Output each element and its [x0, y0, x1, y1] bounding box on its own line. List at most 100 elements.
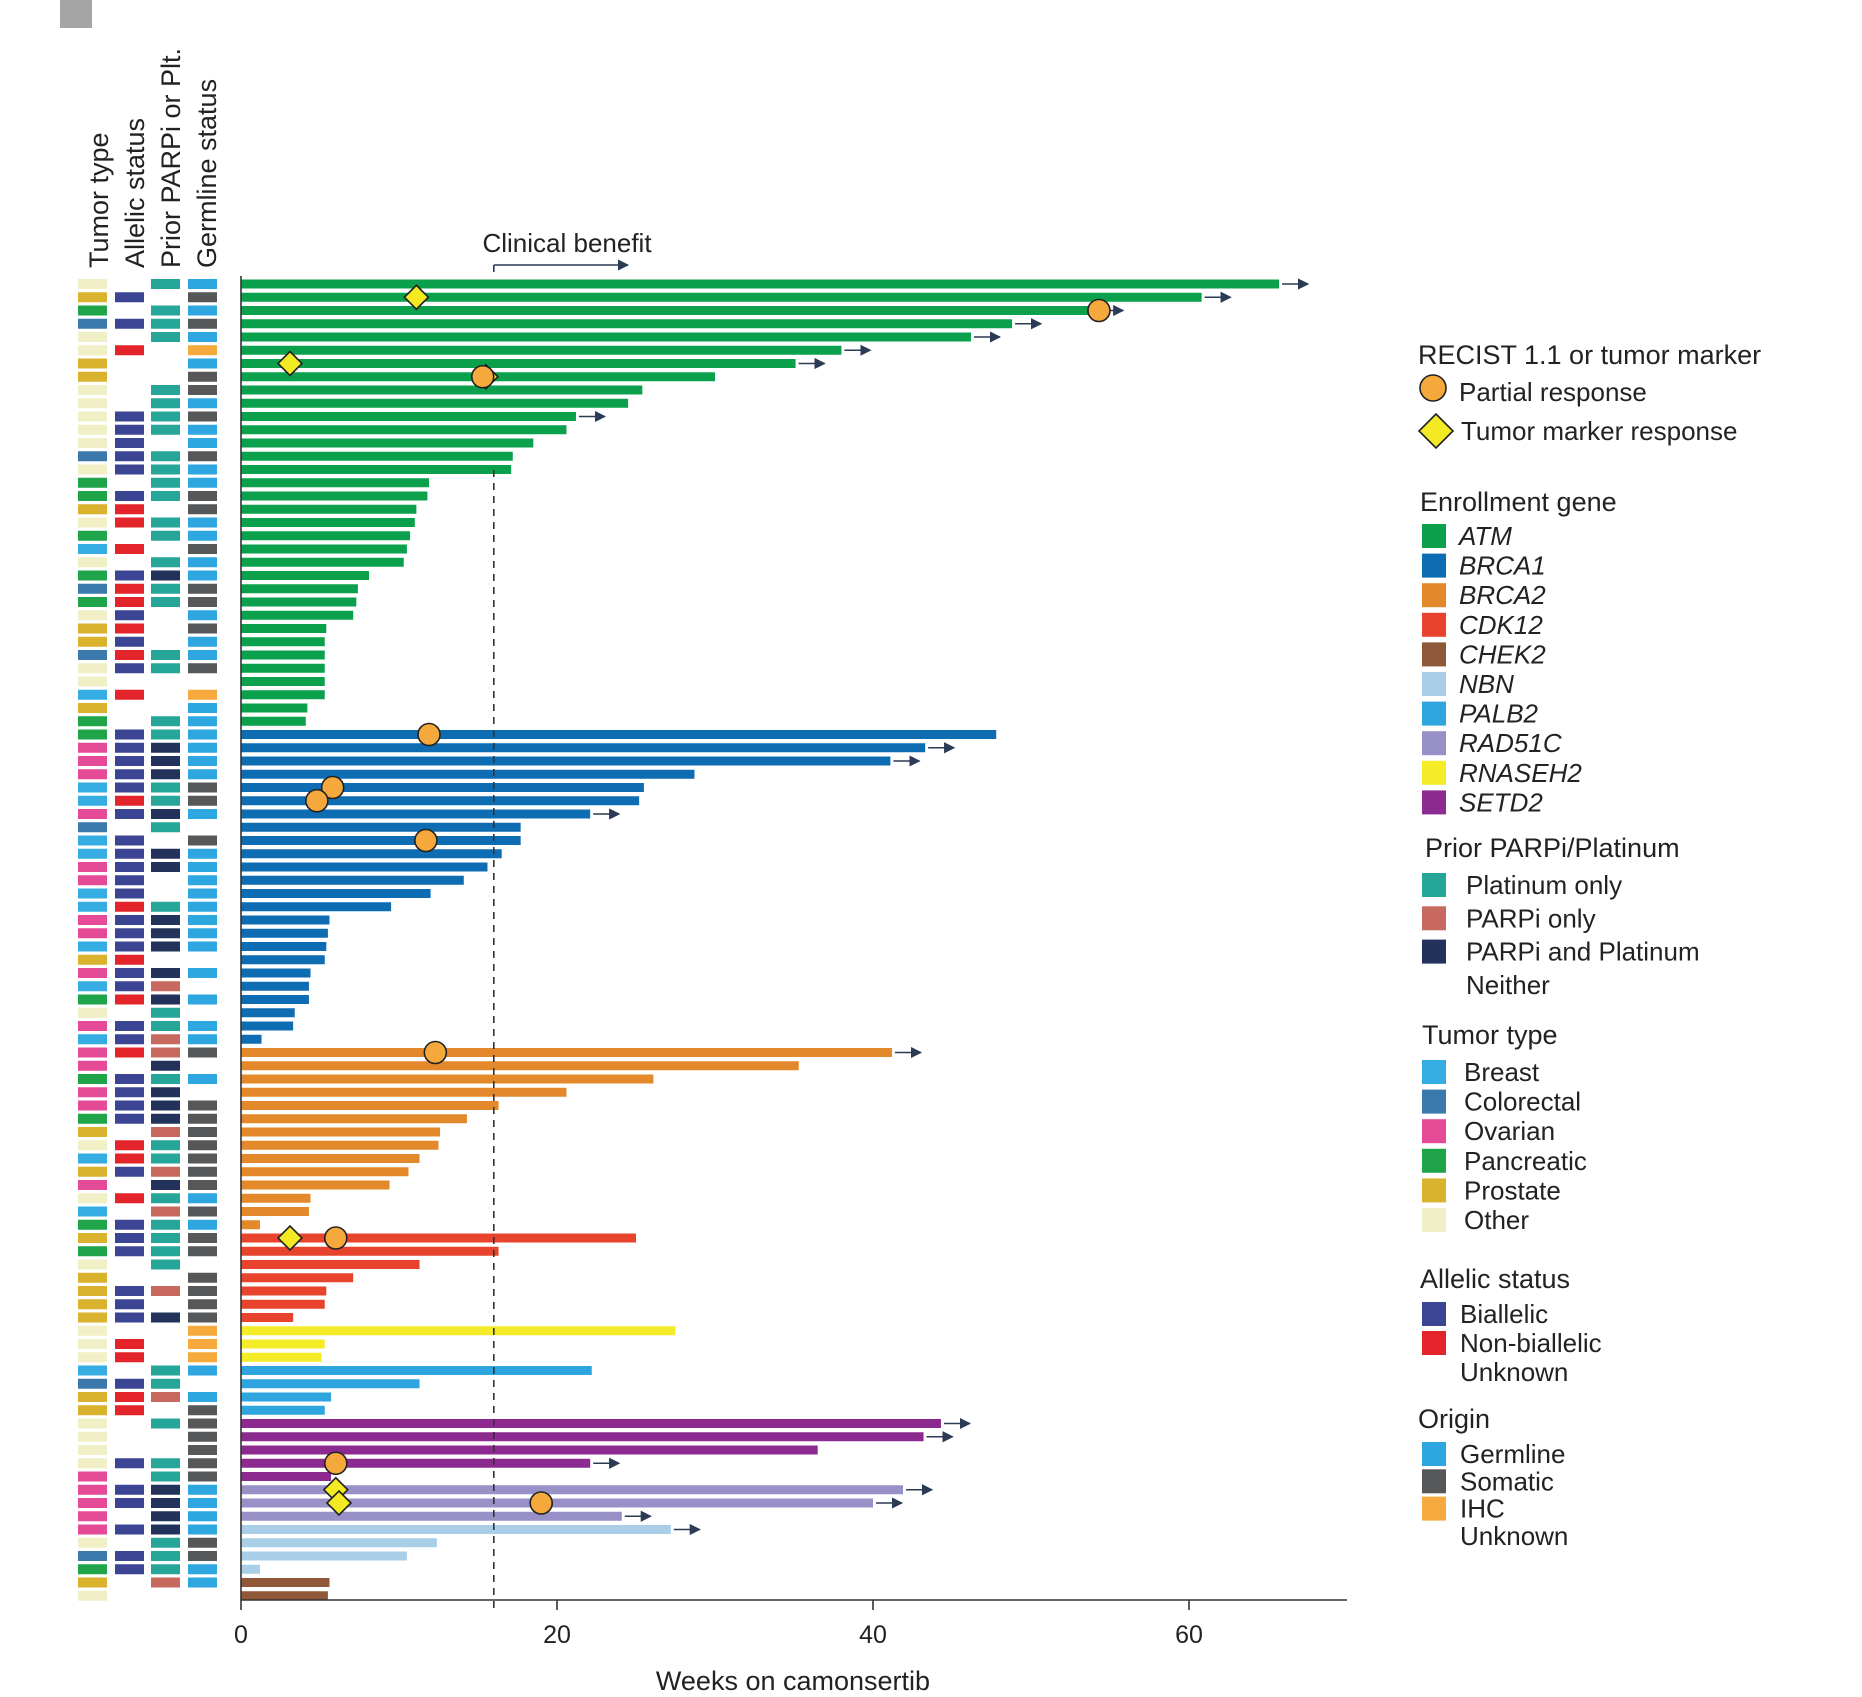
track-cell-origin [188, 769, 217, 780]
legend-swatch [1422, 731, 1446, 756]
track-cell-prior [151, 769, 180, 780]
bar-cdk12 [241, 1299, 325, 1309]
track-cell-prior [151, 1166, 180, 1177]
bar-setd2 [241, 1419, 941, 1428]
track-headers: Tumor type Allelic status Prior PARPi or… [84, 48, 222, 268]
track-cell-origin [188, 756, 217, 766]
track-cell-origin [188, 742, 217, 753]
track-cell-tumor [78, 424, 107, 435]
track-cell-tumor [78, 888, 107, 899]
bar-brca1 [241, 889, 431, 898]
track-cell-tumor [78, 1047, 107, 1058]
track-cell-origin [188, 424, 217, 435]
track-cell-origin [188, 663, 217, 674]
track-cell-origin [188, 888, 217, 899]
track-cell-origin [188, 848, 217, 859]
track-cell-origin [188, 1299, 217, 1310]
track-cell-tumor [78, 345, 107, 356]
track-cell-origin [188, 318, 217, 329]
bars-group [241, 278, 1310, 1601]
legend-swatch [1422, 1302, 1446, 1326]
track-cell-origin [188, 1206, 217, 1217]
track-cell-prior [151, 411, 180, 422]
bar-palb2 [241, 1379, 420, 1389]
track-cell-tumor [78, 994, 107, 1005]
legend-title: Allelic status [1420, 1264, 1570, 1294]
track-cell-allelic [115, 1299, 144, 1310]
bar-brca2 [241, 1087, 567, 1097]
track-cell-tumor [78, 1365, 107, 1376]
track-cell-origin [188, 1524, 217, 1535]
track-cell-prior [151, 822, 180, 833]
track-cell-tumor [78, 756, 107, 766]
bar-rad51c [241, 1485, 904, 1495]
track-cell-tumor [78, 411, 107, 422]
bar-brca1 [241, 1034, 262, 1044]
track-cell-origin [188, 1405, 217, 1416]
track-cell-tumor [78, 862, 107, 872]
track-cell-tumor [78, 1524, 107, 1535]
track-cell-prior [151, 1312, 180, 1323]
legend-title: RECIST 1.1 or tumor marker [1418, 340, 1761, 370]
track-cell-origin [188, 398, 217, 409]
track-cell-tumor [78, 1153, 107, 1164]
track-cell-origin [188, 636, 217, 647]
track-cell-prior [151, 318, 180, 329]
track-header-tumor: Tumor type [84, 132, 114, 268]
track-cell-prior [151, 756, 180, 766]
legend-label: RAD51C [1459, 728, 1562, 758]
track-cell-tumor [78, 716, 107, 727]
track-cell-tumor [78, 1471, 107, 1482]
bar-atm [241, 690, 325, 700]
track-cell-origin [188, 901, 217, 912]
bar-palb2 [241, 1392, 332, 1402]
bar-brca1 [241, 968, 311, 978]
track-cell-prior [151, 1259, 180, 1270]
track-cell-origin [188, 1365, 217, 1376]
track-cell-prior [151, 464, 180, 475]
legend-swatch [1422, 1331, 1446, 1355]
track-cell-prior [151, 1206, 180, 1217]
track-header-allelic: Allelic status [120, 118, 150, 268]
bar-brca1 [241, 822, 521, 832]
bar-brca1 [241, 809, 591, 819]
track-cell-allelic [115, 424, 144, 435]
track-cell-tumor [78, 557, 107, 568]
track-cell-allelic [115, 1246, 144, 1257]
track-cell-origin [188, 1392, 217, 1402]
bar-brca2 [241, 1127, 441, 1137]
track-cell-origin [188, 491, 217, 501]
track-cell-allelic [115, 941, 144, 952]
legend-swatch [1422, 939, 1446, 964]
track-cell-prior [151, 809, 180, 819]
track-cell-allelic [115, 663, 144, 674]
clinical-benefit-label: Clinical benefit [482, 228, 652, 258]
track-cell-tumor [78, 477, 107, 488]
track-cell-tumor [78, 1113, 107, 1124]
track-cell-prior [151, 1219, 180, 1230]
track-cell-origin [188, 1339, 217, 1349]
track-cell-prior [151, 1537, 180, 1548]
bar-atm [241, 677, 325, 686]
track-cell-allelic [115, 1193, 144, 1204]
bar-atm [241, 703, 308, 713]
track-cell-prior [151, 1498, 180, 1508]
track-cell-prior [151, 530, 180, 541]
legend-title: Tumor type [1422, 1020, 1558, 1050]
track-cell-origin [188, 544, 217, 554]
track-cell-origin [188, 623, 217, 634]
track-cell-prior [151, 968, 180, 978]
bar-nbn [241, 1525, 671, 1534]
track-cell-origin [188, 1484, 217, 1495]
track-cell-origin [188, 928, 217, 939]
track-cell-allelic [115, 729, 144, 740]
track-cell-prior [151, 1471, 180, 1482]
track-cell-origin [188, 438, 217, 448]
track-cell-allelic [115, 491, 144, 501]
bar-nbn [241, 1551, 407, 1561]
track-cell-prior [151, 1524, 180, 1535]
bar-brca2 [241, 1180, 390, 1190]
track-cell-prior [151, 729, 180, 740]
track-cell-allelic [115, 1378, 144, 1389]
bar-chek2 [241, 1578, 330, 1587]
